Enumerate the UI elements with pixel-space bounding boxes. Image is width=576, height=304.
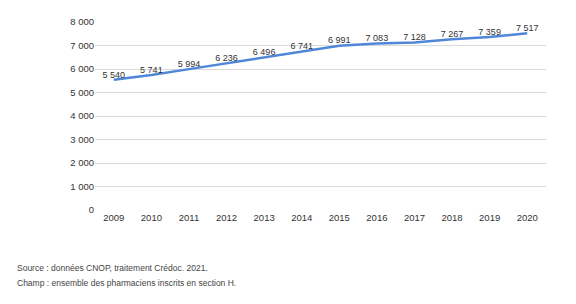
svg-text:7 128: 7 128 bbox=[403, 32, 426, 42]
svg-text:5 994: 5 994 bbox=[178, 59, 201, 69]
svg-text:5 741: 5 741 bbox=[140, 65, 163, 75]
svg-text:7 267: 7 267 bbox=[441, 29, 464, 39]
svg-text:2014: 2014 bbox=[291, 212, 312, 223]
svg-text:2018: 2018 bbox=[441, 212, 462, 223]
svg-text:2009: 2009 bbox=[103, 212, 124, 223]
svg-text:Champ : ensemble des pharmacie: Champ : ensemble des pharmaciens inscrit… bbox=[17, 278, 236, 288]
svg-text:2020: 2020 bbox=[517, 212, 538, 223]
svg-text:3 000: 3 000 bbox=[70, 134, 94, 145]
svg-text:2010: 2010 bbox=[141, 212, 162, 223]
svg-text:2016: 2016 bbox=[366, 212, 387, 223]
svg-text:7 359: 7 359 bbox=[478, 27, 501, 37]
svg-text:2015: 2015 bbox=[329, 212, 350, 223]
svg-text:6 991: 6 991 bbox=[328, 35, 351, 45]
svg-text:6 496: 6 496 bbox=[253, 47, 276, 57]
svg-text:1 000: 1 000 bbox=[70, 181, 94, 192]
svg-text:6 236: 6 236 bbox=[215, 53, 238, 63]
svg-text:8 000: 8 000 bbox=[70, 16, 94, 27]
svg-text:2019: 2019 bbox=[479, 212, 500, 223]
svg-text:7 517: 7 517 bbox=[516, 23, 539, 33]
svg-text:5 000: 5 000 bbox=[70, 87, 94, 98]
svg-text:2012: 2012 bbox=[216, 212, 237, 223]
svg-text:5 540: 5 540 bbox=[103, 70, 126, 80]
svg-text:2017: 2017 bbox=[404, 212, 425, 223]
svg-text:0: 0 bbox=[89, 204, 94, 215]
svg-text:2 000: 2 000 bbox=[70, 157, 94, 168]
svg-text:6 000: 6 000 bbox=[70, 63, 94, 74]
svg-text:4 000: 4 000 bbox=[70, 110, 94, 121]
svg-text:Source : données CNOP, traitem: Source : données CNOP, traitement Crédoc… bbox=[17, 263, 208, 273]
svg-text:6 741: 6 741 bbox=[290, 41, 313, 51]
svg-text:7 000: 7 000 bbox=[70, 40, 94, 51]
svg-text:2011: 2011 bbox=[179, 212, 199, 223]
svg-text:7 083: 7 083 bbox=[366, 33, 389, 43]
svg-text:2013: 2013 bbox=[254, 212, 275, 223]
